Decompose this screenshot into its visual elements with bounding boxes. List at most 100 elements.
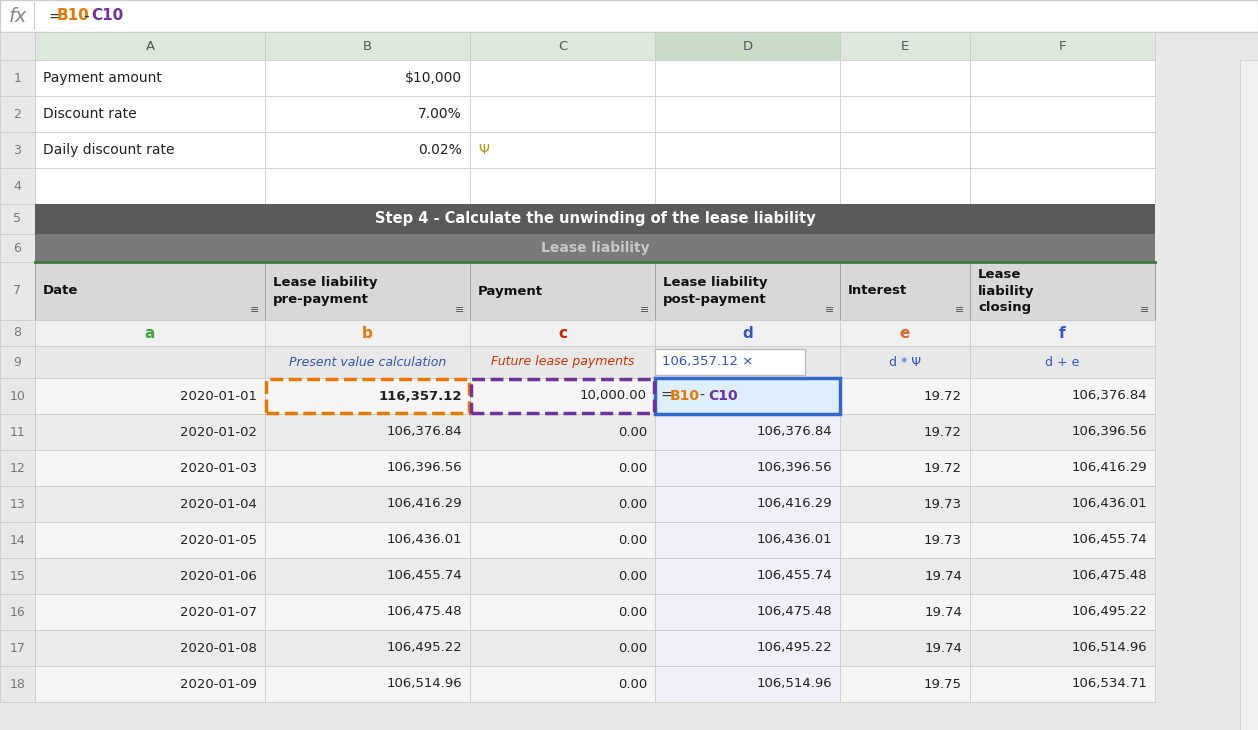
Text: A: A bbox=[146, 39, 155, 53]
Text: 2020-01-03: 2020-01-03 bbox=[180, 461, 257, 474]
Text: ≡: ≡ bbox=[955, 305, 965, 315]
Bar bbox=[970, 666, 1155, 702]
Text: 19.74: 19.74 bbox=[925, 642, 962, 655]
Bar bbox=[1240, 60, 1258, 730]
Text: e: e bbox=[899, 326, 911, 340]
Text: 8: 8 bbox=[14, 326, 21, 339]
Bar bbox=[840, 60, 970, 96]
Bar bbox=[0, 262, 35, 320]
Text: 106,514.96: 106,514.96 bbox=[1072, 642, 1147, 655]
Text: 106,475.48: 106,475.48 bbox=[1072, 569, 1147, 583]
Bar bbox=[35, 32, 265, 60]
Text: 106,514.96: 106,514.96 bbox=[756, 677, 832, 691]
Text: 106,357.12 ×: 106,357.12 × bbox=[662, 356, 754, 369]
Bar bbox=[970, 378, 1155, 414]
Bar bbox=[0, 320, 35, 346]
Bar bbox=[0, 204, 35, 234]
Bar bbox=[655, 346, 840, 378]
Bar bbox=[970, 414, 1155, 450]
Bar bbox=[470, 486, 655, 522]
Bar bbox=[840, 168, 970, 204]
Bar bbox=[0, 558, 35, 594]
Bar bbox=[970, 522, 1155, 558]
Bar bbox=[470, 522, 655, 558]
Text: 106,396.56: 106,396.56 bbox=[1072, 426, 1147, 439]
Text: C: C bbox=[557, 39, 567, 53]
Text: 0.00: 0.00 bbox=[618, 642, 647, 655]
Text: Date: Date bbox=[43, 285, 78, 298]
Text: 106,416.29: 106,416.29 bbox=[386, 498, 462, 510]
Text: 106,495.22: 106,495.22 bbox=[386, 642, 462, 655]
Bar bbox=[970, 262, 1155, 320]
Bar bbox=[970, 32, 1155, 60]
Bar bbox=[655, 630, 840, 666]
Text: 19.73: 19.73 bbox=[923, 498, 962, 510]
Bar bbox=[265, 378, 470, 414]
Text: d + e: d + e bbox=[1045, 356, 1079, 369]
Text: 106,436.01: 106,436.01 bbox=[1072, 498, 1147, 510]
Text: 106,416.29: 106,416.29 bbox=[1072, 461, 1147, 474]
Bar bbox=[470, 60, 655, 96]
Text: Ψ: Ψ bbox=[478, 143, 489, 157]
Bar bbox=[470, 320, 655, 346]
Bar bbox=[470, 630, 655, 666]
Bar bbox=[265, 450, 470, 486]
Text: 2: 2 bbox=[14, 107, 21, 120]
Text: 2020-01-09: 2020-01-09 bbox=[180, 677, 257, 691]
Bar bbox=[470, 594, 655, 630]
Bar bbox=[265, 168, 470, 204]
Bar bbox=[655, 594, 840, 630]
Bar bbox=[35, 594, 265, 630]
Text: 7.00%: 7.00% bbox=[418, 107, 462, 121]
Text: ≡: ≡ bbox=[1140, 305, 1150, 315]
Text: 0.02%: 0.02% bbox=[418, 143, 462, 157]
Bar bbox=[840, 666, 970, 702]
Text: 0.00: 0.00 bbox=[618, 498, 647, 510]
Text: 0.00: 0.00 bbox=[618, 461, 647, 474]
Bar bbox=[840, 378, 970, 414]
Bar bbox=[265, 32, 470, 60]
Bar bbox=[970, 594, 1155, 630]
Bar bbox=[0, 630, 35, 666]
Bar bbox=[970, 630, 1155, 666]
Text: b: b bbox=[362, 326, 372, 340]
Text: B: B bbox=[364, 39, 372, 53]
Bar bbox=[0, 0, 1258, 32]
Bar bbox=[265, 594, 470, 630]
Text: 19.73: 19.73 bbox=[923, 534, 962, 547]
Bar bbox=[0, 132, 35, 168]
Bar bbox=[970, 450, 1155, 486]
Text: B10: B10 bbox=[57, 9, 89, 23]
Text: 0.00: 0.00 bbox=[618, 426, 647, 439]
Text: 19.74: 19.74 bbox=[925, 605, 962, 618]
Bar bbox=[840, 450, 970, 486]
Bar bbox=[265, 132, 470, 168]
Text: 2020-01-06: 2020-01-06 bbox=[180, 569, 257, 583]
Bar bbox=[970, 346, 1155, 378]
Text: 9: 9 bbox=[14, 356, 21, 369]
Bar bbox=[35, 630, 265, 666]
Bar bbox=[265, 630, 470, 666]
Bar bbox=[35, 96, 265, 132]
Text: 4: 4 bbox=[14, 180, 21, 193]
Bar bbox=[470, 378, 655, 414]
Bar bbox=[655, 378, 840, 414]
Bar bbox=[265, 666, 470, 702]
Text: 19.74: 19.74 bbox=[925, 569, 962, 583]
Text: 0.00: 0.00 bbox=[618, 534, 647, 547]
Bar bbox=[840, 414, 970, 450]
Bar bbox=[0, 168, 35, 204]
Text: Lease
liability
closing: Lease liability closing bbox=[977, 267, 1034, 315]
Text: 12: 12 bbox=[10, 461, 25, 474]
Text: 106,436.01: 106,436.01 bbox=[386, 534, 462, 547]
Bar bbox=[35, 558, 265, 594]
Bar bbox=[840, 522, 970, 558]
Bar bbox=[470, 32, 655, 60]
Bar bbox=[35, 204, 1155, 234]
Bar bbox=[840, 346, 970, 378]
Bar bbox=[35, 346, 265, 378]
Text: 19.72: 19.72 bbox=[923, 390, 962, 402]
Bar bbox=[655, 168, 840, 204]
Text: Lease liability
pre-payment: Lease liability pre-payment bbox=[273, 276, 377, 306]
Bar bbox=[265, 60, 470, 96]
